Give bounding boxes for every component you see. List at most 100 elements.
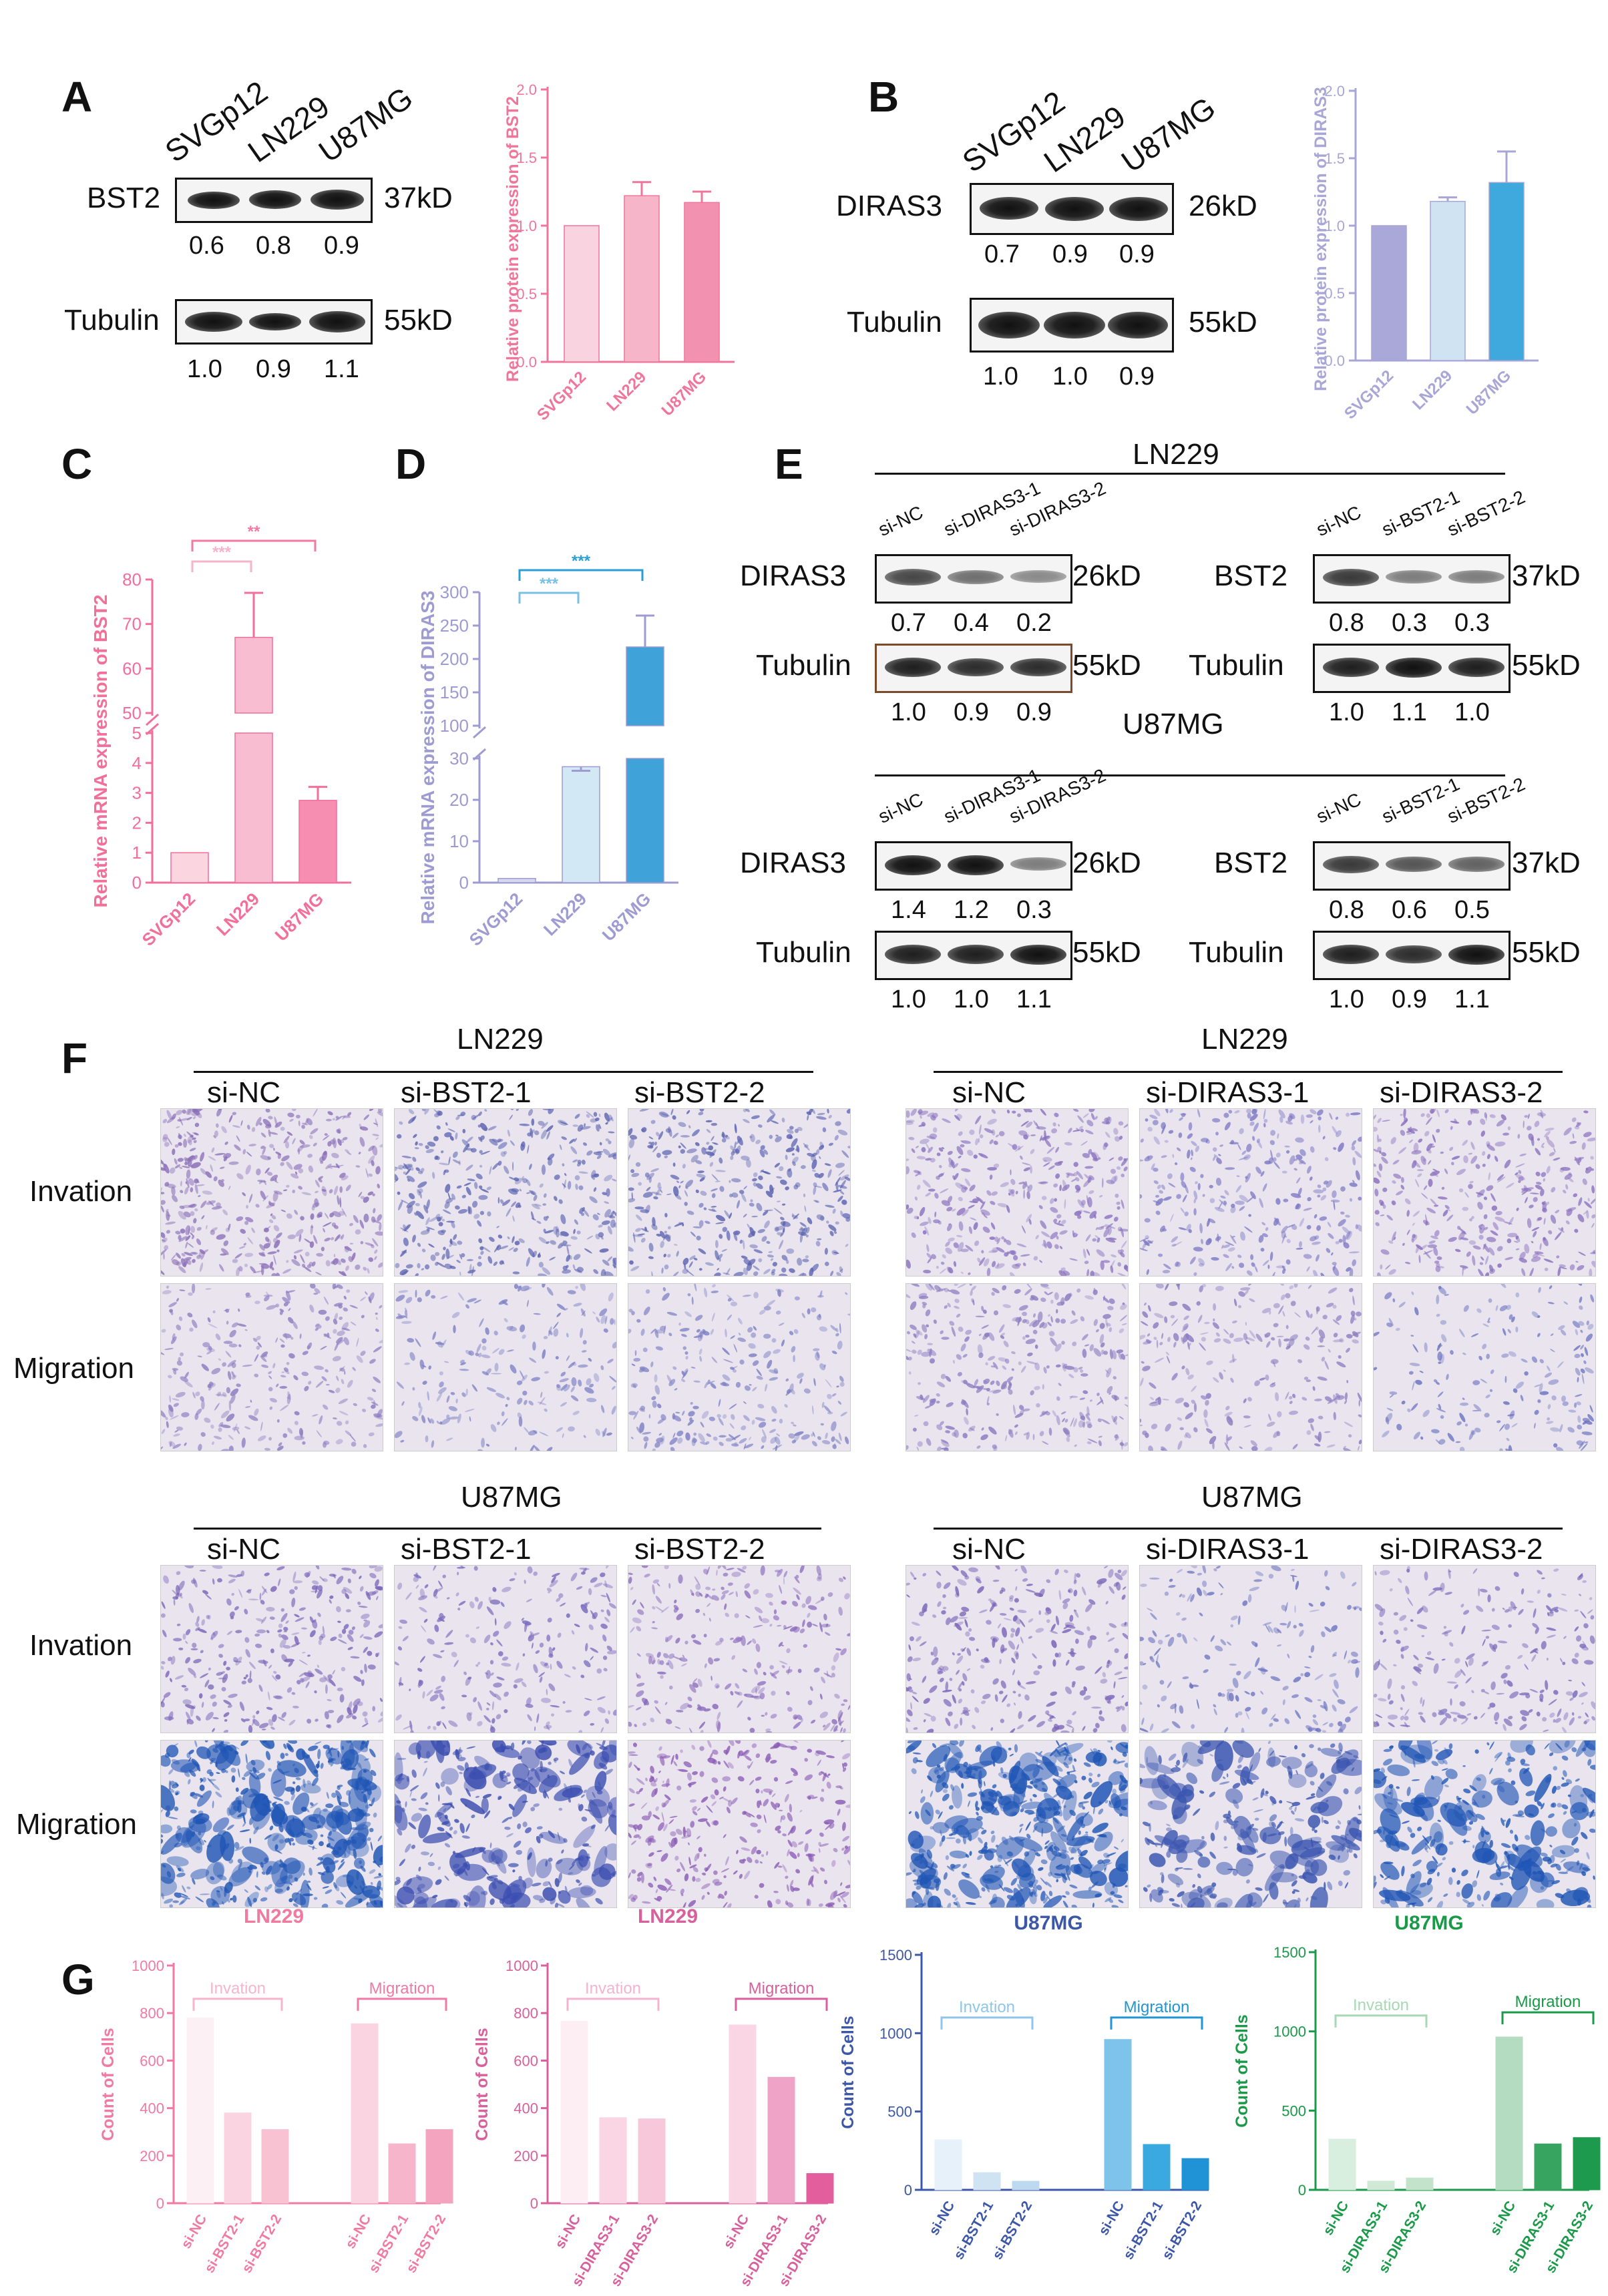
- band: [948, 658, 1004, 677]
- group-line: [934, 1071, 1563, 1073]
- band-value: 0.9: [1052, 240, 1088, 268]
- band-value: 0.2: [1016, 609, 1052, 637]
- band-value: 1.1: [1454, 985, 1490, 1013]
- y-tick-label: 400: [140, 2100, 164, 2117]
- axis-break-mark: [146, 713, 159, 726]
- band-value: 0.7: [984, 240, 1020, 268]
- bar: [560, 2021, 588, 2204]
- blot-strip: [970, 183, 1174, 235]
- column-label: si-DIRAS3-2: [1380, 1533, 1543, 1566]
- bar: [1181, 2158, 1209, 2191]
- bar: [298, 800, 337, 883]
- y-tick-label: 1500: [879, 1947, 912, 1964]
- bar: [261, 2129, 289, 2204]
- band: [1323, 856, 1379, 874]
- bar: [1495, 2036, 1523, 2191]
- y-tick-label: 5: [132, 723, 142, 743]
- group-label: Invation: [210, 1980, 266, 1998]
- cell-stain: [1374, 1109, 1595, 1276]
- y-tick-label: 0.0: [516, 354, 537, 371]
- blot-strip: [1313, 931, 1511, 980]
- column-label: si-DIRAS3-2: [1380, 1076, 1543, 1109]
- band-value: 0.8: [1329, 896, 1364, 924]
- kd-label: 37kD: [1512, 559, 1581, 592]
- band: [1323, 945, 1379, 965]
- cell-stain: [906, 1566, 1128, 1733]
- bar: [1143, 2144, 1171, 2191]
- kd-label: 26kD: [1072, 559, 1141, 592]
- protein-label: Tubulin: [1189, 649, 1284, 682]
- blot-strip: [1313, 554, 1511, 604]
- group-line: [194, 1071, 813, 1073]
- chart-g-ln229-bst2: LN22902004006008001000si-NCsi-BST2-1si-B…: [99, 1905, 453, 2275]
- kd-label: 55kD: [1512, 649, 1581, 682]
- microscopy-image: [1139, 1565, 1362, 1733]
- panel-label-d: D: [395, 440, 427, 488]
- y-tick-label: 250: [440, 616, 469, 636]
- microscopy-image: [1373, 1565, 1596, 1733]
- x-tick-label: SVGp12: [465, 889, 527, 950]
- chart-g-u87mg-diras3: U87MG050010001500si-NCsi-DIRAS3-1si-DIRA…: [1233, 1912, 1601, 2276]
- band: [1010, 945, 1066, 965]
- chart-g-u87mg-bst2: U87MG050010001500si-NCsi-BST2-1si-BST2-2…: [839, 1912, 1209, 2263]
- group-bracket: [566, 1998, 660, 2011]
- column-label: si-BST2-2: [634, 1076, 765, 1109]
- band-value: 0.8: [256, 232, 291, 260]
- chart-title: U87MG: [1014, 1912, 1082, 1934]
- bar: [186, 2017, 214, 2204]
- chart-a-protein-bst2: 0.0 0.5 1.0 1.5 2.0 SVGp12 LN229 U87MG Relative …: [504, 81, 735, 424]
- group-line: [875, 473, 1505, 475]
- group-bracket: [735, 1998, 828, 2011]
- bar: [351, 2023, 379, 2204]
- lane-label: si-NC: [1313, 501, 1365, 541]
- chart-title: LN229: [244, 1905, 304, 1927]
- cell-stain: [395, 1741, 616, 1907]
- bar: [170, 852, 209, 883]
- panel-label-g: G: [61, 1956, 95, 2004]
- column-label: si-NC: [952, 1533, 1026, 1566]
- bar: [562, 766, 600, 883]
- microscopy-image: [1139, 1283, 1362, 1451]
- microscopy-image: [160, 1108, 383, 1277]
- y-tick-label: 0: [156, 2195, 164, 2212]
- bar: [973, 2172, 1001, 2191]
- bar: [497, 878, 536, 883]
- x-tick-label: si-BST2-1: [951, 2199, 997, 2263]
- y-tick-label: 100: [440, 716, 469, 736]
- y-axis-label: Count of Cells: [473, 2028, 491, 2140]
- microscopy-image: [906, 1108, 1129, 1277]
- band-value: 0.3: [1016, 896, 1052, 924]
- column-label: si-BST2-1: [401, 1533, 532, 1566]
- microscopy-image: [160, 1565, 383, 1733]
- y-tick-label: 1000: [879, 2025, 912, 2042]
- group-line: [934, 1528, 1563, 1530]
- group-label: Invation: [1353, 1996, 1409, 2014]
- band: [1448, 945, 1504, 965]
- bar: [1573, 2137, 1601, 2191]
- microscopy-image: [394, 1565, 617, 1733]
- chart-g-ln229-diras3: LN22902004006008001000si-NCsi-DIRAS3-1si…: [473, 1905, 834, 2289]
- band: [948, 855, 1004, 875]
- band-value: 0.6: [189, 232, 224, 260]
- y-tick-label: 500: [887, 2104, 912, 2120]
- protein-label: Tubulin: [1189, 936, 1284, 969]
- panel-label-c: C: [61, 440, 93, 488]
- band: [1448, 857, 1504, 872]
- blot-strip: [1313, 841, 1511, 891]
- kd-label: 55kD: [1072, 649, 1141, 682]
- row-label: Invation: [29, 1629, 133, 1662]
- microscopy-image: [394, 1108, 617, 1277]
- y-tick-label: 2.0: [1324, 83, 1345, 99]
- column-label: si-NC: [952, 1076, 1026, 1109]
- group-line: [194, 1528, 821, 1530]
- y-axis-label: Relative protein expression of BST2: [504, 96, 522, 382]
- x-tick-label: SVGp12: [1341, 367, 1397, 423]
- band-value: 0.9: [256, 355, 291, 383]
- band-value: 1.1: [1392, 698, 1427, 726]
- y-tick-label: 30: [449, 748, 469, 768]
- band-value: 1.4: [891, 896, 926, 924]
- y-tick-label: 600: [140, 2052, 164, 2069]
- cell-stain: [1140, 1741, 1362, 1907]
- x-tick-label: LN229: [540, 889, 590, 939]
- bar: [684, 202, 720, 363]
